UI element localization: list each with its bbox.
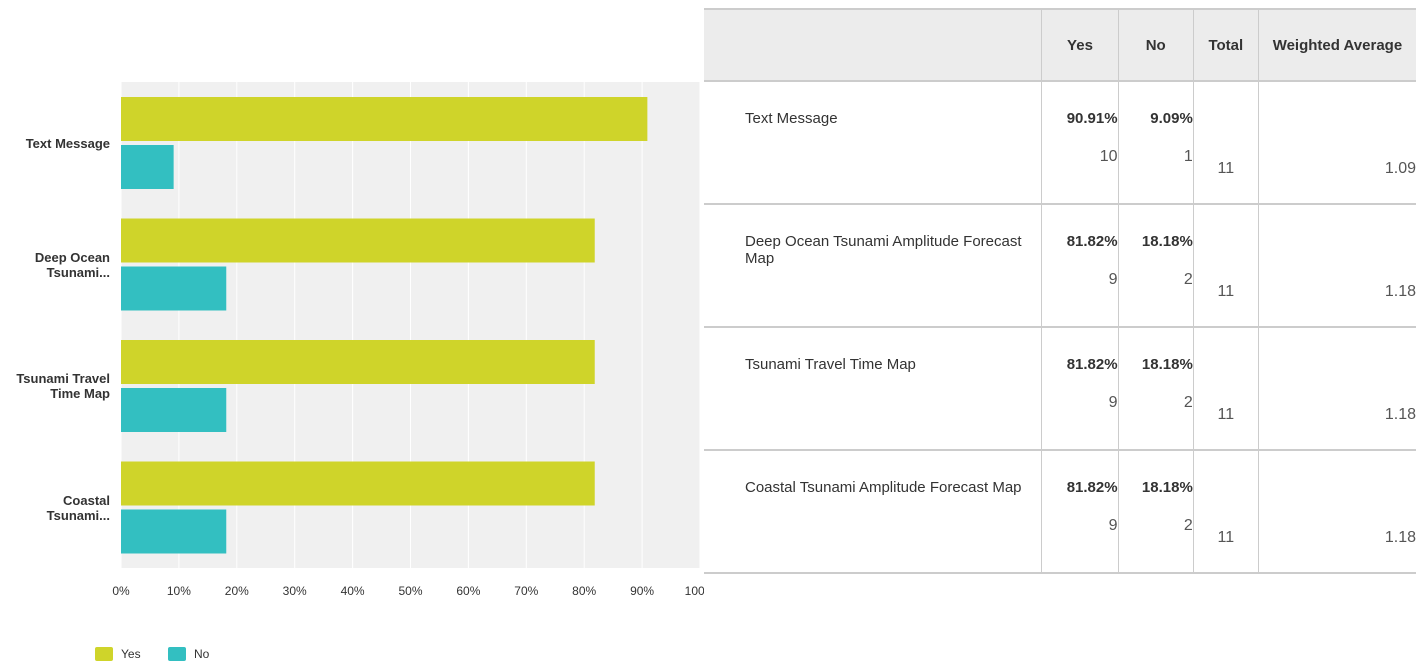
- total: 11: [1217, 160, 1235, 177]
- x-tick-label: 30%: [283, 584, 307, 598]
- bar: [121, 145, 174, 189]
- percent: 18.18%: [1141, 356, 1193, 373]
- bar: [121, 340, 595, 384]
- count-cell: 18.18% 2: [1117, 450, 1194, 574]
- column-header: Total: [1192, 8, 1259, 82]
- row-label: Tsunami Travel Time Map: [745, 356, 916, 373]
- header-blank: [704, 8, 1042, 82]
- count-cell: 81.82% 9: [1041, 204, 1119, 328]
- count-cell: 18.18% 2: [1117, 204, 1194, 328]
- percent: 81.82%: [1066, 479, 1118, 496]
- weighted-cell: 1.18: [1257, 204, 1416, 328]
- percent: 9.09%: [1150, 110, 1193, 127]
- total-cell: 11: [1192, 204, 1259, 328]
- x-tick-label: 90%: [630, 584, 654, 598]
- total-cell: 11: [1192, 450, 1259, 574]
- bar: [121, 97, 648, 141]
- x-tick-label: 100%: [685, 584, 704, 598]
- percent: 81.82%: [1066, 356, 1118, 373]
- column-header: Yes: [1041, 8, 1119, 82]
- x-tick-label: 70%: [514, 584, 538, 598]
- count-cell: 18.18% 2: [1117, 327, 1194, 451]
- x-tick-label: 50%: [398, 584, 422, 598]
- row-label-cell: Text Message: [704, 81, 1042, 205]
- category-label: Tsunami Travel Time Map: [16, 371, 110, 401]
- weighted-average: 1.09: [1384, 160, 1416, 177]
- count: 2: [1183, 517, 1193, 534]
- legend-label: Yes: [121, 647, 141, 661]
- legend-label: No: [194, 647, 210, 661]
- count-cell: 9.09% 1: [1117, 81, 1194, 205]
- count-cell: 90.91% 10: [1041, 81, 1119, 205]
- count: 9: [1108, 394, 1118, 411]
- table-row: Tsunami Travel Time Map 81.82% 9 18.18% 2 11 1…: [704, 327, 1416, 451]
- percent: 81.82%: [1066, 233, 1118, 250]
- count: 1: [1183, 148, 1193, 165]
- x-tick-label: 10%: [167, 584, 191, 598]
- weighted-average: 1.18: [1384, 406, 1416, 423]
- bar: [121, 218, 595, 263]
- total-cell: 11: [1192, 327, 1259, 451]
- results-table: Yes No Total Weighted Average Text Message 9…: [704, 8, 1416, 574]
- column-header: Weighted Average: [1257, 8, 1416, 82]
- x-tick-label: 60%: [456, 584, 480, 598]
- category-label: Deep Ocean Tsunami...: [34, 249, 110, 280]
- chart: 0% 10% 20% 30% 40% 50% 60% 70% 80% 90% 100% Yes No: [95, 82, 704, 661]
- total: 11: [1217, 529, 1235, 546]
- table-row: Deep Ocean Tsunami Amplitude Forecast Ma…: [704, 204, 1416, 328]
- bar: [121, 266, 227, 311]
- weighted-average: 1.18: [1384, 283, 1416, 300]
- table-row: Coastal Tsunami Amplitude Forecast Map 81…: [704, 450, 1416, 574]
- row-label-cell: Deep Ocean Tsunami Amplitude Forecast Ma…: [704, 204, 1042, 328]
- bar: [121, 388, 227, 432]
- total: 11: [1217, 283, 1235, 300]
- legend-swatch: [95, 647, 113, 661]
- x-tick-label: 80%: [572, 584, 596, 598]
- row-label-cell: Coastal Tsunami Amplitude Forecast Map: [704, 450, 1042, 574]
- bar: [121, 509, 227, 554]
- percent: 18.18%: [1141, 233, 1193, 250]
- legend-swatch: [168, 647, 186, 661]
- row-label: Deep Ocean Tsunami Amplitude Forecast Ma…: [745, 233, 1022, 267]
- total-cell: 11: [1192, 81, 1259, 205]
- weighted-cell: 1.09: [1257, 81, 1416, 205]
- weighted-average: 1.18: [1384, 529, 1416, 546]
- percent: 18.18%: [1141, 479, 1193, 496]
- total: 11: [1217, 406, 1235, 423]
- header-row: Yes No Total Weighted Average: [704, 8, 1416, 82]
- weighted-cell: 1.18: [1257, 327, 1416, 451]
- x-tick-label: 40%: [341, 584, 365, 598]
- count: 2: [1183, 271, 1193, 288]
- count: 2: [1183, 394, 1193, 411]
- row-label-cell: Tsunami Travel Time Map: [704, 327, 1042, 451]
- category-label: Coastal Tsunami...: [46, 492, 110, 523]
- row-label: Coastal Tsunami Amplitude Forecast Map: [745, 479, 1022, 496]
- bar: [121, 461, 595, 506]
- percent: 90.91%: [1066, 110, 1118, 127]
- count-cell: 81.82% 9: [1041, 450, 1119, 574]
- count: 9: [1108, 271, 1118, 288]
- row-label: Text Message: [745, 110, 838, 127]
- count-cell: 81.82% 9: [1041, 327, 1119, 451]
- count: 9: [1108, 517, 1118, 534]
- category-label: Text Message: [25, 135, 110, 151]
- column-header: No: [1117, 8, 1194, 82]
- x-tick-label: 20%: [225, 584, 249, 598]
- count: 10: [1099, 148, 1118, 165]
- x-tick-label: 0%: [112, 584, 130, 598]
- table-row: Text Message 90.91% 10 9.09% 1 11 1.09: [704, 81, 1416, 205]
- weighted-cell: 1.18: [1257, 450, 1416, 574]
